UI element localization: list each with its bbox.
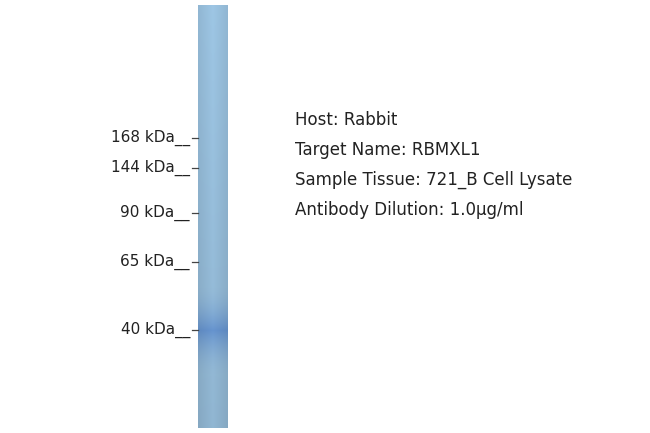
Text: 65 kDa__: 65 kDa__ xyxy=(120,254,190,270)
Text: Host: Rabbit: Host: Rabbit xyxy=(295,111,397,129)
Text: Sample Tissue: 721_B Cell Lysate: Sample Tissue: 721_B Cell Lysate xyxy=(295,171,573,189)
Text: 40 kDa__: 40 kDa__ xyxy=(121,322,190,338)
Text: 168 kDa__: 168 kDa__ xyxy=(111,130,190,146)
Text: Target Name: RBMXL1: Target Name: RBMXL1 xyxy=(295,141,480,159)
Text: 90 kDa__: 90 kDa__ xyxy=(120,205,190,221)
Text: 144 kDa__: 144 kDa__ xyxy=(111,160,190,176)
Text: Antibody Dilution: 1.0µg/ml: Antibody Dilution: 1.0µg/ml xyxy=(295,201,523,219)
